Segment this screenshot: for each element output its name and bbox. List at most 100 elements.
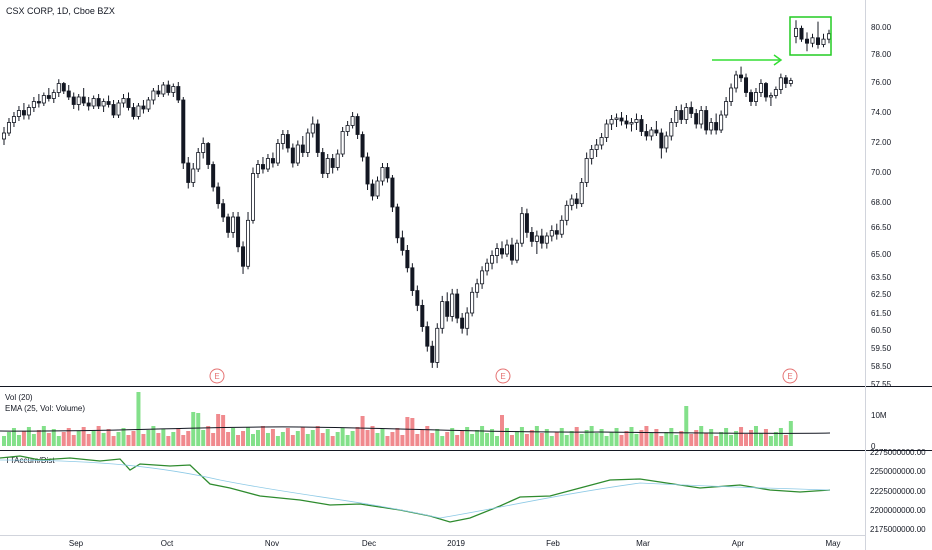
- volume-bar: [639, 430, 644, 446]
- candle-body: [669, 122, 674, 137]
- candle-body: [76, 96, 81, 105]
- candle-body: [773, 89, 778, 96]
- price-tick-label: 60.50: [871, 326, 892, 335]
- candle-body: [405, 249, 410, 269]
- candle-body: [495, 248, 500, 256]
- candle-body: [171, 86, 176, 93]
- volume-bar: [16, 435, 21, 446]
- earnings-marker-circle: [782, 368, 798, 384]
- candle-body: [221, 203, 226, 218]
- volume-bar: [744, 434, 749, 446]
- volume-bar: [181, 435, 186, 446]
- candle-body: [569, 198, 574, 206]
- volume-bar: [305, 434, 310, 446]
- volume-bar: [430, 433, 435, 446]
- candle-body: [151, 90, 156, 101]
- volume-bar: [285, 428, 290, 446]
- candle-body: [644, 131, 649, 137]
- candle-body: [719, 114, 724, 131]
- indicator-tick-label: 2200000000.00: [870, 506, 926, 515]
- volume-bar: [500, 415, 504, 446]
- candle-body: [196, 152, 201, 170]
- candle-body: [385, 167, 390, 179]
- volume-bar: [345, 435, 350, 446]
- volume-bar: [778, 428, 783, 446]
- candle-body: [285, 134, 290, 149]
- volume-bar: [549, 436, 554, 446]
- indicator-tick-label: 2175000000.00: [870, 525, 926, 534]
- indicator-lines: [0, 455, 831, 523]
- volume-bar: [724, 428, 729, 446]
- volume-bar: [524, 434, 529, 446]
- candle-body: [778, 77, 783, 90]
- candle-body: [699, 110, 704, 125]
- candle-body: [201, 143, 206, 153]
- volume-bar: [758, 433, 763, 446]
- volume-bar: [41, 426, 46, 446]
- volume-bar: [395, 428, 400, 446]
- price-tick-label: 80.00: [871, 23, 892, 32]
- candle-body: [395, 206, 400, 239]
- candle-body: [599, 137, 604, 146]
- candle-body: [186, 162, 191, 183]
- candle-body: [664, 135, 669, 149]
- candle-body: [330, 158, 335, 168]
- time-tick-label: May: [825, 539, 840, 548]
- candle-body: [365, 156, 370, 185]
- candle-body: [544, 235, 549, 244]
- candle-body: [485, 262, 490, 272]
- price-tick-label: 76.00: [871, 78, 892, 87]
- volume-bar: [265, 433, 270, 446]
- candle-body: [51, 92, 56, 99]
- highlighted-candle-body: [821, 38, 826, 45]
- candle-body: [191, 168, 196, 183]
- volume-bar: [719, 432, 724, 446]
- price-tick-label: 57.55: [871, 380, 892, 389]
- volume-bar: [156, 433, 161, 446]
- candle-body: [425, 326, 430, 347]
- candle-body: [753, 92, 758, 102]
- volume-bar: [480, 426, 485, 446]
- arrow-head: [773, 54, 783, 66]
- candle-body: [350, 116, 355, 126]
- volume-bar: [684, 406, 689, 446]
- volume-bar: [584, 430, 589, 446]
- candle-body: [176, 86, 181, 101]
- volume-bar: [699, 426, 704, 446]
- indicator-signal-line: [0, 459, 831, 519]
- candle-body: [265, 158, 270, 170]
- candle-body: [146, 99, 151, 110]
- volume-bar: [216, 414, 221, 446]
- candle-body: [310, 123, 315, 134]
- volume-bar: [490, 429, 495, 446]
- candle-body: [340, 131, 345, 155]
- candle-body: [6, 122, 11, 134]
- volume-bar: [509, 435, 514, 446]
- volume-bar: [539, 433, 544, 446]
- price-tick-label: 74.00: [871, 108, 892, 117]
- volume-bar: [704, 433, 709, 446]
- candle-body: [694, 113, 699, 125]
- candle-body: [216, 186, 221, 205]
- candle-body: [514, 242, 519, 261]
- candle-body: [335, 153, 340, 168]
- volume-bar: [544, 429, 549, 446]
- volume-bar: [410, 418, 415, 446]
- candle-body: [704, 110, 709, 131]
- volume-bar: [514, 431, 519, 446]
- volume-bar: [101, 433, 106, 446]
- volume-bar: [46, 433, 51, 446]
- volume-bar: [146, 430, 151, 446]
- volume-bar: [290, 435, 295, 446]
- volume-bar: [176, 428, 181, 446]
- volume-bar: [270, 429, 275, 446]
- highlighted-candle-body: [810, 37, 815, 44]
- price-tick-label: 61.50: [871, 309, 892, 318]
- candle-body: [614, 117, 619, 120]
- candle-body: [589, 149, 594, 159]
- candle-body: [470, 291, 475, 314]
- candle-body: [370, 183, 375, 197]
- candle-body: [96, 98, 101, 107]
- candle-body: [709, 122, 714, 131]
